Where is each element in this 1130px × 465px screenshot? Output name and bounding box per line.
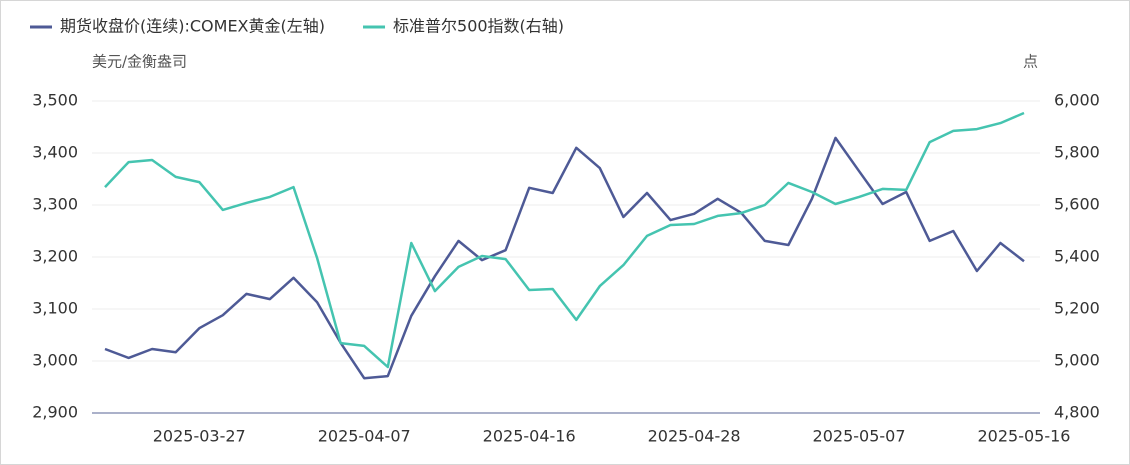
x-tick-label: 2025-04-16 [483, 427, 576, 446]
y2-tick-label: 5,600 [1054, 195, 1100, 214]
x-tick-label: 2025-04-07 [318, 427, 411, 446]
y-tick-label: 2,900 [32, 403, 78, 422]
y-tick-label: 3,000 [32, 351, 78, 370]
y2-unit: 点 [1023, 53, 1038, 71]
series-line [104, 111, 1025, 369]
y2-tick-label: 5,000 [1054, 351, 1100, 370]
x-tick-label: 2025-03-27 [153, 427, 246, 446]
y-tick-label: 3,400 [32, 143, 78, 162]
series-line [104, 136, 1025, 380]
y2-tick-label: 5,200 [1054, 299, 1100, 318]
x-tick-label: 2025-05-07 [813, 427, 906, 446]
y-tick-label: 3,100 [32, 299, 78, 318]
legend-label: 期货收盘价(连续):COMEX黄金(左轴) [60, 17, 325, 36]
y-tick-label: 3,200 [32, 247, 78, 266]
x-tick-label: 2025-04-28 [648, 427, 741, 446]
y2-tick-label: 5,400 [1054, 247, 1100, 266]
y2-tick-label: 5,800 [1054, 143, 1100, 162]
y2-tick-label: 4,800 [1054, 403, 1100, 422]
y-unit: 美元/金衡盎司 [92, 53, 187, 71]
y2-tick-label: 6,000 [1054, 91, 1100, 110]
legend-label: 标准普尔500指数(右轴) [393, 17, 564, 36]
x-tick-label: 2025-05-16 [978, 427, 1071, 446]
y-tick-label: 3,500 [32, 91, 78, 110]
y-tick-label: 3,300 [32, 195, 78, 214]
